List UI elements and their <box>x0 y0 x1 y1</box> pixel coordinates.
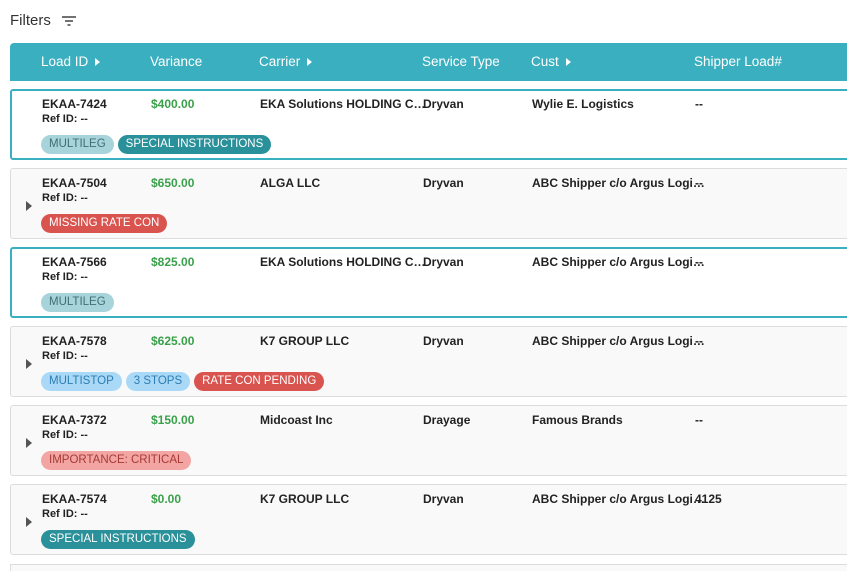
cell: Dryvan <box>423 176 464 190</box>
cell: 4125 <box>695 492 722 506</box>
expand-toggle[interactable] <box>26 517 32 527</box>
column-header: Service Type <box>422 54 500 69</box>
cell: Dryvan <box>423 334 464 348</box>
expand-toggle[interactable] <box>26 359 32 369</box>
tag-list: MULTILEG <box>41 293 114 312</box>
filters-label: Filters <box>10 12 51 29</box>
expand-toggle[interactable] <box>26 438 32 448</box>
load-row[interactable]: EKAA-7578 $625.00 K7 GROUP LLC Dryvan ABC Sh… <box>10 326 847 397</box>
cell: ABC Shipper c/o Argus Logi… <box>532 492 705 506</box>
cell: EKAA-7504 <box>42 176 107 190</box>
cell: Wylie E. Logistics <box>532 97 634 111</box>
tag: SPECIAL INSTRUCTIONS <box>117 135 272 154</box>
column-header[interactable]: Carrier <box>259 54 313 69</box>
column-label: Load ID <box>41 54 89 69</box>
cell: EKA Solutions HOLDING C… <box>260 255 426 269</box>
cell: EKAA-7424 <box>42 97 107 111</box>
cell: $825.00 <box>151 255 195 269</box>
cell: EKAA-7578 <box>42 334 107 348</box>
column-header: Shipper Load# <box>694 54 782 69</box>
cell: -- <box>695 97 703 111</box>
cell: K7 GROUP LLC <box>260 492 350 506</box>
sort-arrow <box>95 58 101 67</box>
cell: $400.00 <box>151 97 195 111</box>
load-row[interactable]: EKAA-7504 $650.00 ALGA LLC Dryvan ABC Shippe… <box>10 168 847 239</box>
tag: RATE CON PENDING <box>194 372 325 391</box>
cell: $0.00 <box>151 492 182 506</box>
tag: MISSING RATE CON <box>41 214 168 233</box>
load-row[interactable]: EKAA-7372 $150.00 Midcoast Inc Drayage Famou… <box>10 405 847 476</box>
cell: EKAA-7566 <box>42 255 107 269</box>
sort-arrow <box>307 58 313 67</box>
cell: -- <box>695 334 703 348</box>
column-header: Variance <box>150 54 202 69</box>
cell: Drayage <box>423 413 471 427</box>
expand-toggle[interactable] <box>26 201 32 211</box>
tag: MULTILEG <box>41 135 114 154</box>
tag-list: MISSING RATE CON <box>41 214 168 233</box>
table-header: Load ID Variance Carrier Service Type Cust Sh… <box>10 43 847 81</box>
ref-id: Ref ID: -- <box>42 192 88 204</box>
column-label: Cust <box>531 54 559 69</box>
cell: EKAA-7574 <box>42 492 107 506</box>
cell: ABC Shipper c/o Argus Logi… <box>532 176 705 190</box>
cell: -- <box>695 176 703 190</box>
column-label: Shipper Load# <box>694 54 782 69</box>
ref-id: Ref ID: -- <box>42 508 88 520</box>
row-partial <box>10 564 847 571</box>
tag-list: MULTILEG SPECIAL INSTRUCTIONS <box>41 135 272 154</box>
cell: EKAA-7372 <box>42 413 107 427</box>
load-row[interactable]: EKAA-7424 $400.00 EKA Solutions HOLDING C…… <box>10 89 847 160</box>
cell: ABC Shipper c/o Argus Logi… <box>532 255 705 269</box>
tag: SPECIAL INSTRUCTIONS <box>41 530 195 549</box>
ref-id: Ref ID: -- <box>42 113 88 125</box>
load-row[interactable]: EKAA-7574 $0.00 K7 GROUP LLC Dryvan ABC Ship… <box>10 484 847 555</box>
column-header[interactable]: Load ID <box>41 54 101 69</box>
tag: IMPORTANCE: CRITICAL <box>41 451 192 470</box>
ref-id: Ref ID: -- <box>42 271 88 283</box>
cell: $650.00 <box>151 176 195 190</box>
filter-icon <box>61 15 76 26</box>
cell: -- <box>695 413 703 427</box>
cell: $150.00 <box>151 413 195 427</box>
column-header[interactable]: Cust <box>531 54 571 69</box>
column-label: Carrier <box>259 54 301 69</box>
cell: ALGA LLC <box>260 176 321 190</box>
column-label: Variance <box>150 54 203 69</box>
cell: Dryvan <box>423 97 464 111</box>
filters-button[interactable]: Filters <box>10 12 77 29</box>
load-row[interactable]: EKAA-7566 $825.00 EKA Solutions HOLDING C…… <box>10 247 847 318</box>
cell: -- <box>695 255 703 269</box>
cell: EKA Solutions HOLDING C… <box>260 97 426 111</box>
cell: K7 GROUP LLC <box>260 334 350 348</box>
tag: 3 STOPS <box>125 372 191 391</box>
tag-list: MULTISTOP 3 STOPS RATE CON PENDING <box>41 372 325 391</box>
column-label: Service Type <box>422 54 500 69</box>
cell: Dryvan <box>423 255 464 269</box>
ref-id: Ref ID: -- <box>42 429 88 441</box>
cell: Dryvan <box>423 492 464 506</box>
cell: ABC Shipper c/o Argus Logi… <box>532 334 705 348</box>
cell: Midcoast Inc <box>260 413 333 427</box>
tag-list: IMPORTANCE: CRITICAL <box>41 451 192 470</box>
tag: MULTISTOP <box>41 372 122 391</box>
cell: Famous Brands <box>532 413 623 427</box>
cell: $625.00 <box>151 334 195 348</box>
sort-arrow <box>565 58 571 67</box>
tag-list: SPECIAL INSTRUCTIONS <box>41 530 195 549</box>
ref-id: Ref ID: -- <box>42 350 88 362</box>
tag: MULTILEG <box>41 293 114 312</box>
